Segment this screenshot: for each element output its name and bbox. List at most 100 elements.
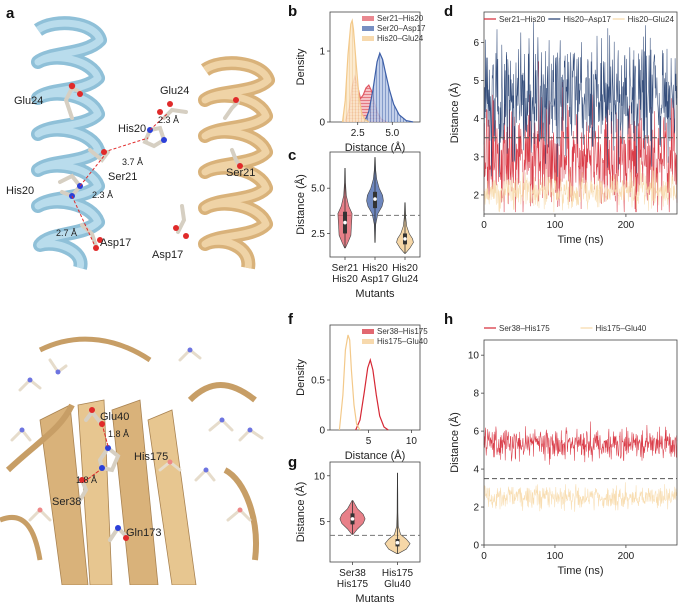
violin-median [395,540,400,545]
y-tick-label: 0 [319,426,325,437]
x-tick-label: Glu24 [392,274,419,285]
series-line [483,482,678,512]
y-tick-label: 0.5 [311,376,325,387]
panel-a: a [6,5,275,270]
y-tick-label: 0 [473,541,479,552]
distance-label: 1.8 Å [76,475,97,485]
violin-median [350,517,355,521]
residue-label: His20 [118,123,146,135]
residue-label: His175 [134,451,168,463]
beta-sheet [0,336,259,586]
y-tick-label: 1 [319,47,325,58]
y-tick-label: 6 [473,38,479,49]
x-tick-label: His20 [392,263,418,274]
chart-b: b 0 1 Density 2.5 5.0 Distance (Å) Ser21–His20S… [288,3,426,154]
x-tick-label: His20 [362,263,388,274]
y-tick-label: 4 [473,114,479,125]
x-axis-label: Time (ns) [557,234,603,246]
residue-label: Glu40 [100,411,129,423]
x-axis-label: Distance (Å) [345,449,406,462]
x-tick-label: Asp17 [361,274,390,285]
y-tick-label: 6 [473,427,479,438]
residue-label: Glu24 [14,95,43,107]
plot-frame [329,461,421,563]
plot-frame [483,11,678,215]
plot-frame [483,339,678,546]
y-tick-label: 2.5 [311,229,325,240]
y-axis-label: Density [295,359,307,396]
x-axis-label: Mutants [355,288,395,300]
y-tick-label: 8 [473,389,479,400]
x-tick-label: 200 [618,551,635,562]
legend-swatch [362,26,374,31]
key-residues-e [78,407,129,542]
legend-label: His175–Glu40 [596,324,647,333]
y-axis-label: Density [295,48,307,85]
panel-label-g: g [288,454,297,471]
y-tick-label: 2 [473,503,479,514]
panel-label-h: h [444,311,453,328]
density-curve [338,334,361,431]
legend-label: Ser20–Asp17 [377,24,426,33]
x-tick-label: His175 [382,568,414,579]
y-axis-label: Distance (Å) [448,83,461,144]
y-tick-label: 5 [473,76,479,87]
residue-label: Gln173 [126,527,161,539]
x-tick-label: Glu40 [384,579,411,590]
legend-label: Ser21–His20 [499,15,546,24]
series-line [483,159,678,213]
x-tick-label: 5.0 [385,128,399,139]
x-axis-label: Time (ns) [557,565,603,577]
y-axis-label: Distance (Å) [448,412,461,473]
y-tick-label: 2 [473,190,479,201]
x-axis-label: Distance (Å) [345,141,406,154]
x-tick-label: 10 [406,436,418,447]
y-tick-label: 3 [473,152,479,163]
distance-label: 2.3 Å [92,190,113,200]
residue-label: Ser21 [108,171,137,183]
panel-label-b: b [288,3,297,20]
panel-label-c: c [288,147,296,164]
residue-label: Asp17 [100,237,131,249]
panel-label-a: a [6,5,15,22]
chart-c: cSer21His20His20Asp17His20Glu242.55.0Dis… [288,147,421,300]
panel-label-d: d [444,3,453,20]
distance-label: 2.7 Å [56,228,77,238]
contacts-a [71,112,169,245]
x-tick-label: 0 [481,551,487,562]
residue-label: His20 [6,185,34,197]
distance-label: 3.7 Å [122,157,143,167]
y-axis-label: Distance (Å) [294,482,307,543]
density-curve [355,357,389,431]
panel-e: e [0,311,272,586]
distance-label: 2.3 Å [158,115,179,125]
series-line [483,21,678,178]
legend-label: His175–Glu40 [377,337,428,346]
helix-left [31,16,107,270]
x-tick-label: Ser21 [332,263,359,274]
helix-right [198,56,275,270]
legend-label: Ser21–His20 [377,14,424,23]
x-tick-label: Ser38 [339,568,366,579]
density-curve [364,51,414,123]
legend-label: His20–Asp17 [563,15,611,24]
violin-median [373,197,377,201]
y-tick-label: 5 [319,517,325,528]
x-tick-label: 2.5 [351,128,365,139]
x-tick-label: 100 [547,220,564,231]
distance-label: 1.8 Å [108,429,129,439]
x-tick-label: 200 [618,220,635,231]
series-line [483,61,678,213]
legend-swatch [362,16,374,21]
x-tick-label: 0 [481,220,487,231]
x-tick-label: His20 [332,274,358,285]
legend-label: Ser38–His175 [499,324,550,333]
legend-label: Ser38–His175 [377,327,428,336]
chart-h: h 0 2 4 6 8 10 Distance (Å) 0 100 200 Time (ns) Ser3… [444,311,678,577]
y-tick-label: 10 [468,351,480,362]
y-tick-label: 5.0 [311,184,325,195]
x-tick-label: 5 [366,436,372,447]
